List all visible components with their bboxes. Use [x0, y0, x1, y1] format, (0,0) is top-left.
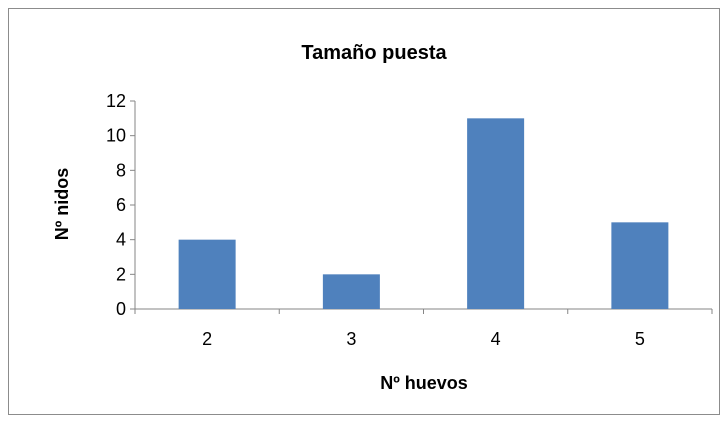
bar [611, 222, 669, 309]
y-axis-title: Nº nidos [52, 168, 72, 241]
y-tick-label: 4 [116, 230, 126, 250]
y-tick-label: 10 [106, 126, 126, 146]
x-tick-label: 3 [346, 329, 356, 349]
bar [467, 118, 525, 309]
plot-area: 0 2 4 6 8 10 12 2 3 4 5 [106, 91, 713, 349]
bar [322, 274, 380, 309]
y-tick-label: 12 [106, 91, 126, 111]
y-tick-label: 8 [116, 160, 126, 180]
chart-title: Tamaño puesta [301, 42, 447, 64]
y-tick-label: 2 [116, 264, 126, 284]
x-axis-title: Nº huevos [380, 373, 468, 393]
bar [178, 239, 236, 309]
chart-area [8, 8, 720, 415]
x-tick-label: 4 [491, 329, 501, 349]
x-tick-label: 5 [635, 329, 645, 349]
y-tick-label: 6 [116, 195, 126, 215]
y-tick-label: 0 [116, 299, 126, 319]
x-tick-label: 2 [202, 329, 212, 349]
